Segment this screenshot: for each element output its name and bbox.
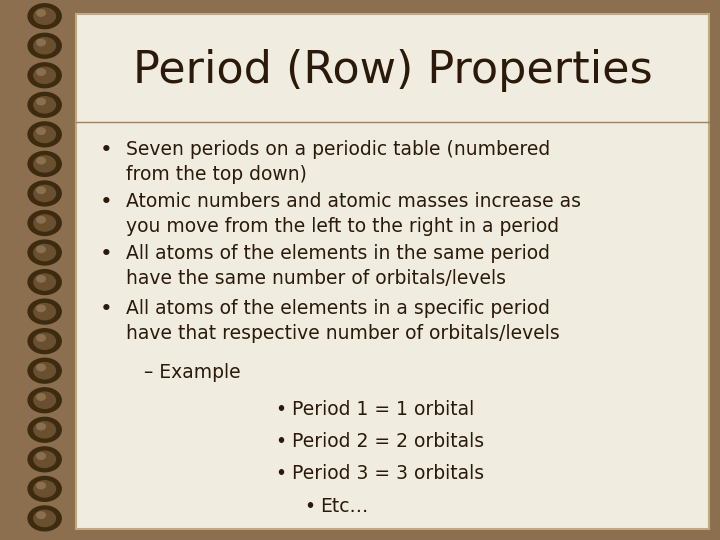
Text: •: • (304, 497, 315, 516)
Circle shape (37, 512, 45, 518)
Circle shape (37, 128, 45, 134)
Circle shape (34, 215, 55, 231)
Circle shape (34, 510, 55, 526)
Circle shape (37, 158, 45, 164)
Circle shape (34, 156, 55, 172)
Circle shape (28, 240, 61, 265)
Circle shape (37, 423, 45, 430)
Text: •: • (100, 299, 113, 319)
Circle shape (28, 299, 61, 324)
Circle shape (28, 476, 61, 501)
Circle shape (34, 422, 55, 438)
Circle shape (34, 481, 55, 497)
Text: Period 1 = 1 orbital: Period 1 = 1 orbital (292, 400, 474, 419)
Circle shape (34, 274, 55, 290)
Circle shape (34, 392, 55, 408)
Circle shape (34, 185, 55, 201)
Text: Atomic numbers and atomic masses increase as
you move from the left to the right: Atomic numbers and atomic masses increas… (126, 192, 581, 235)
Text: •: • (275, 464, 287, 483)
Text: Period (Row) Properties: Period (Row) Properties (132, 49, 652, 92)
FancyBboxPatch shape (76, 14, 709, 529)
Text: Period 3 = 3 orbitals: Period 3 = 3 orbitals (292, 464, 484, 483)
Circle shape (37, 275, 45, 282)
Circle shape (34, 245, 55, 261)
Circle shape (28, 447, 61, 472)
Text: •: • (275, 400, 287, 419)
Circle shape (28, 211, 61, 235)
Text: – Example: – Example (144, 363, 240, 382)
Text: •: • (100, 244, 113, 264)
Circle shape (37, 98, 45, 105)
Circle shape (37, 335, 45, 341)
Circle shape (37, 482, 45, 489)
Circle shape (34, 303, 55, 320)
Text: All atoms of the elements in the same period
have the same number of orbitals/le: All atoms of the elements in the same pe… (126, 244, 550, 288)
Circle shape (28, 506, 61, 531)
Circle shape (34, 333, 55, 349)
Circle shape (34, 126, 55, 143)
Text: All atoms of the elements in a specific period
have that respective number of or: All atoms of the elements in a specific … (126, 299, 559, 342)
Circle shape (37, 394, 45, 400)
Circle shape (34, 362, 55, 379)
Circle shape (28, 181, 61, 206)
Circle shape (37, 217, 45, 223)
Circle shape (28, 63, 61, 87)
Circle shape (28, 417, 61, 442)
Text: Seven periods on a periodic table (numbered
from the top down): Seven periods on a periodic table (numbe… (126, 140, 550, 184)
Circle shape (28, 329, 61, 354)
Text: •: • (275, 432, 287, 451)
Circle shape (37, 10, 45, 16)
Circle shape (37, 364, 45, 370)
Circle shape (34, 38, 55, 54)
Text: Etc…: Etc… (320, 497, 369, 516)
Text: Period 2 = 2 orbitals: Period 2 = 2 orbitals (292, 432, 484, 451)
Circle shape (28, 92, 61, 117)
Circle shape (28, 33, 61, 58)
Circle shape (37, 453, 45, 460)
Circle shape (28, 388, 61, 413)
Circle shape (34, 8, 55, 24)
Circle shape (34, 451, 55, 468)
Circle shape (37, 305, 45, 312)
Circle shape (37, 246, 45, 253)
Text: •: • (100, 140, 113, 160)
Circle shape (28, 122, 61, 147)
Circle shape (28, 269, 61, 294)
Circle shape (34, 97, 55, 113)
Circle shape (28, 4, 61, 29)
Circle shape (28, 152, 61, 177)
Circle shape (28, 358, 61, 383)
Circle shape (37, 39, 45, 46)
Circle shape (37, 187, 45, 193)
Circle shape (37, 69, 45, 75)
Circle shape (34, 67, 55, 83)
Text: •: • (100, 192, 113, 212)
